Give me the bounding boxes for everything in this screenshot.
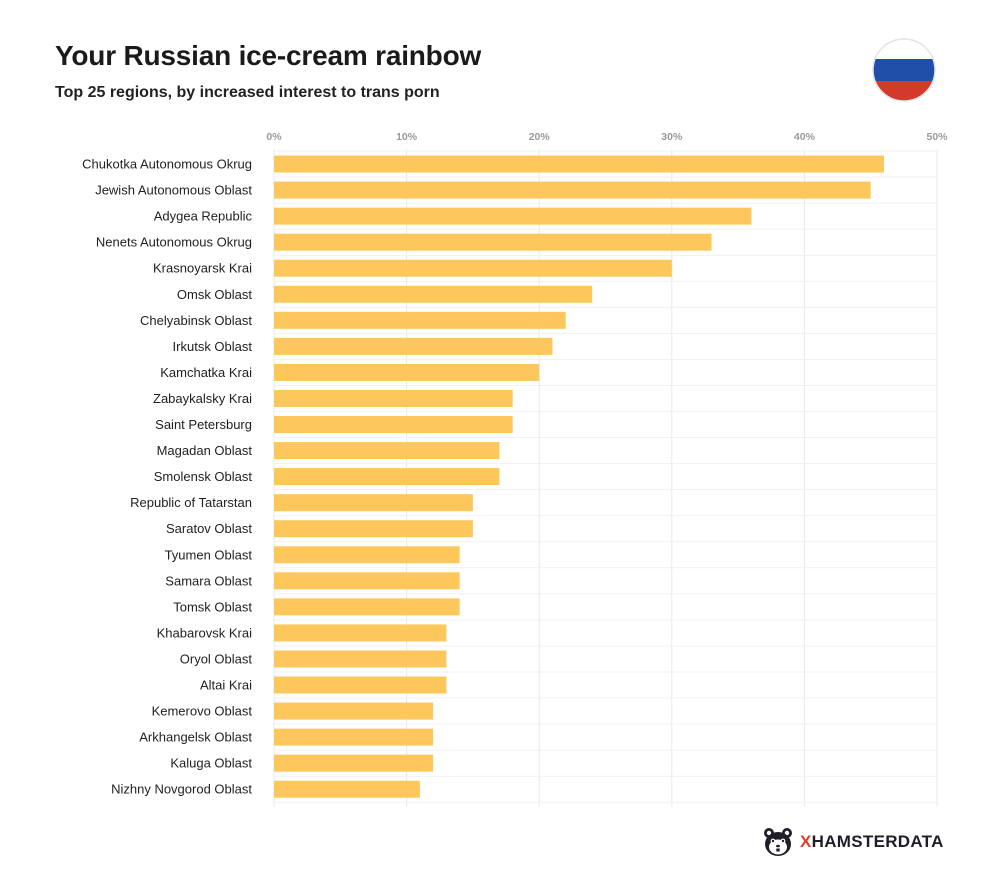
- bar: [274, 311, 566, 329]
- x-tick-label: 50%: [926, 131, 948, 143]
- bar: [274, 494, 473, 512]
- category-label: Tyumen Oblast: [165, 547, 253, 562]
- bar: [274, 233, 712, 251]
- category-label: Tomsk Oblast: [173, 599, 252, 614]
- bar: [274, 207, 752, 225]
- x-tick-label: 30%: [661, 131, 683, 143]
- category-label: Oryol Oblast: [180, 651, 253, 666]
- category-label: Jewish Autonomous Oblast: [95, 183, 252, 198]
- bar: [274, 650, 447, 668]
- category-label: Kamchatka Krai: [160, 365, 252, 380]
- bar: [274, 442, 500, 460]
- category-label: Saratov Oblast: [166, 521, 252, 536]
- bar: [274, 780, 420, 798]
- bar: [274, 572, 460, 590]
- category-label: Arkhangelsk Oblast: [139, 730, 252, 745]
- bar: [274, 546, 460, 564]
- category-label: Republic of Tatarstan: [130, 495, 252, 510]
- x-tick-label: 0%: [266, 131, 282, 143]
- bar: [274, 728, 434, 746]
- russia-flag-icon: [872, 38, 936, 102]
- chart-subtitle: Top 25 regions, by increased interest to…: [55, 84, 440, 101]
- bar: [274, 468, 500, 486]
- category-label: Zabaykalsky Krai: [153, 391, 252, 406]
- category-label: Chelyabinsk Oblast: [140, 313, 252, 328]
- bar: [274, 285, 593, 303]
- x-tick-label: 40%: [794, 131, 816, 143]
- category-label: Adygea Republic: [154, 209, 253, 224]
- category-label: Khabarovsk Krai: [157, 625, 252, 640]
- category-label: Nenets Autonomous Okrug: [96, 235, 252, 250]
- category-label: Saint Petersburg: [155, 417, 252, 432]
- category-label: Smolensk Oblast: [154, 469, 253, 484]
- bar: [274, 337, 553, 355]
- brand-name-x: X: [800, 832, 812, 851]
- category-label: Chukotka Autonomous Okrug: [82, 157, 252, 172]
- bar: [274, 598, 460, 616]
- category-label: Samara Oblast: [165, 573, 252, 588]
- bar: [274, 520, 473, 538]
- hamster-logo-icon: [764, 828, 792, 856]
- brand-logo: XHAMSTERDATA: [762, 826, 944, 858]
- category-label: Kemerovo Oblast: [152, 704, 253, 719]
- category-label: Omsk Oblast: [177, 287, 253, 302]
- category-label: Magadan Oblast: [157, 443, 253, 458]
- bar: [274, 363, 540, 381]
- category-label: Kaluga Oblast: [170, 756, 252, 771]
- bar: [274, 624, 447, 642]
- chart-title: Your Russian ice-cream rainbow: [55, 40, 482, 71]
- bar: [274, 155, 884, 173]
- bar: [274, 389, 513, 407]
- category-label: Krasnoyarsk Krai: [153, 261, 252, 276]
- brand-name: XHAMSTERDATA: [800, 832, 944, 852]
- bar: [274, 676, 447, 694]
- brand-name-rest: HAMSTERDATA: [811, 832, 944, 851]
- x-tick-label: 10%: [396, 131, 418, 143]
- category-label: Altai Krai: [200, 678, 252, 693]
- bar: [274, 181, 871, 199]
- bar: [274, 259, 672, 277]
- category-label: Irkutsk Oblast: [173, 339, 253, 354]
- bar-chart: 0% 10% 20% 30% 40% 50% Chukotka Autonomous Okr…: [82, 131, 948, 807]
- x-tick-label: 20%: [529, 131, 551, 143]
- bar: [274, 702, 434, 720]
- bar: [274, 416, 513, 434]
- bar: [274, 754, 434, 772]
- category-label: Nizhny Novgorod Oblast: [111, 782, 252, 797]
